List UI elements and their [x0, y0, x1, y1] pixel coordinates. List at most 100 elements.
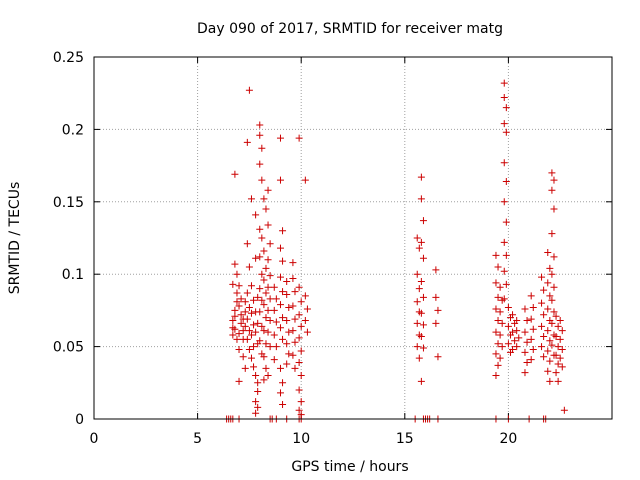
data-point	[279, 401, 287, 409]
data-point	[264, 372, 272, 380]
data-point	[279, 314, 287, 322]
data-point	[283, 290, 291, 298]
data-point	[239, 327, 247, 335]
data-point	[413, 319, 421, 327]
data-point	[513, 317, 521, 325]
data-point	[229, 317, 237, 325]
data-point	[254, 293, 262, 301]
data-point	[502, 218, 510, 226]
data-point	[235, 302, 243, 310]
data-point	[276, 364, 284, 372]
data-point	[256, 131, 264, 139]
data-point	[276, 301, 284, 309]
data-point	[504, 304, 512, 312]
data-point	[527, 315, 535, 323]
data-point	[432, 319, 440, 327]
data-point	[521, 328, 529, 336]
data-point	[250, 321, 258, 329]
data-point	[235, 330, 243, 338]
x-tick-label: 20	[499, 431, 517, 447]
data-point	[413, 343, 421, 351]
data-point	[276, 324, 284, 332]
y-tick-label: 0.25	[53, 50, 84, 66]
data-point	[231, 260, 239, 268]
data-point	[295, 386, 303, 394]
data-point	[417, 238, 425, 246]
data-point	[500, 295, 508, 303]
data-point	[538, 273, 546, 281]
y-tick-label: 0	[75, 412, 84, 428]
data-point	[544, 327, 552, 335]
data-point	[492, 251, 500, 259]
data-point	[554, 360, 562, 368]
data-point	[502, 280, 510, 288]
data-point	[243, 240, 251, 248]
data-point	[303, 328, 311, 336]
data-point	[554, 322, 562, 330]
data-point	[496, 354, 504, 362]
data-point	[295, 359, 303, 367]
grid-lines	[94, 57, 612, 419]
data-point	[502, 251, 510, 259]
data-point	[243, 289, 251, 297]
data-point	[256, 160, 264, 168]
data-point	[502, 104, 510, 112]
data-point	[550, 253, 558, 261]
data-point	[283, 317, 291, 325]
data-point	[256, 253, 264, 261]
data-point	[546, 264, 554, 272]
data-point	[231, 170, 239, 178]
data-point	[276, 244, 284, 252]
y-axis-label: SRMTID / TECUs	[7, 182, 23, 295]
data-point	[258, 270, 266, 278]
data-point	[550, 308, 558, 316]
data-point	[250, 363, 258, 371]
data-point	[279, 335, 287, 343]
data-point	[229, 331, 237, 339]
data-point	[266, 317, 274, 325]
data-point	[258, 234, 266, 242]
data-point	[289, 302, 297, 310]
data-point	[243, 315, 251, 323]
data-point	[550, 283, 558, 291]
data-point	[237, 311, 245, 319]
data-point	[546, 337, 554, 345]
data-point	[492, 350, 500, 358]
data-point	[494, 361, 502, 369]
x-tick-labels: 0 5 10 15 20	[90, 431, 518, 447]
data-point	[297, 298, 305, 306]
data-point	[247, 282, 255, 290]
data-point	[233, 289, 241, 297]
data-point	[492, 305, 500, 313]
data-point	[417, 277, 425, 285]
data-point	[229, 280, 237, 288]
data-point	[276, 134, 284, 142]
data-point	[250, 343, 258, 351]
data-point	[494, 263, 502, 271]
data-point	[279, 379, 287, 387]
data-point	[264, 283, 272, 291]
data-point	[256, 225, 264, 233]
data-point	[241, 298, 249, 306]
data-point	[283, 340, 291, 348]
x-tick-label: 5	[193, 431, 202, 447]
data-point	[552, 312, 560, 320]
data-point	[432, 293, 440, 301]
data-point	[295, 406, 303, 414]
data-point	[233, 335, 241, 343]
data-point	[552, 351, 560, 359]
data-point	[527, 335, 535, 343]
data-point	[527, 292, 535, 300]
data-point	[558, 345, 566, 353]
data-point	[264, 256, 272, 264]
data-point	[260, 353, 268, 361]
data-point	[252, 328, 260, 336]
data-point	[279, 227, 287, 235]
data-point	[231, 312, 239, 320]
data-point	[546, 292, 554, 300]
data-point	[252, 372, 260, 380]
data-point	[548, 341, 556, 349]
data-point	[548, 270, 556, 278]
data-point	[301, 317, 309, 325]
data-point	[289, 327, 297, 335]
